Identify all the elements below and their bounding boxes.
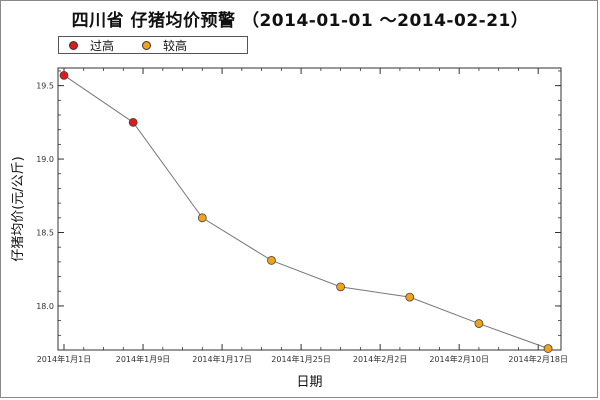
legend-item-2: 较高 xyxy=(142,37,187,54)
data-point xyxy=(405,292,415,302)
x-tick-label: 2014年2月18日 xyxy=(508,354,568,364)
legend-marker-2 xyxy=(142,40,152,50)
legend: 过高 较高 xyxy=(58,36,248,54)
data-point xyxy=(474,319,484,328)
y-tick-label: 18.0 xyxy=(36,302,54,311)
x-tick-label: 2014年1月1日 xyxy=(37,354,92,364)
x-tick-label: 2014年2月10日 xyxy=(429,354,489,364)
y-tick-label: 18.5 xyxy=(36,229,54,238)
data-point xyxy=(197,213,207,223)
y-axis-title: 仔猪均价(元/公斤) xyxy=(11,156,26,262)
x-tick-label: 2014年1月17日 xyxy=(192,354,252,364)
plot-border xyxy=(57,67,562,351)
data-point xyxy=(128,117,138,127)
y-tick-label: 19.0 xyxy=(36,155,54,164)
x-axis-title: 日期 xyxy=(296,375,322,390)
x-tick-label: 2014年1月25日 xyxy=(271,354,331,364)
legend-item-1: 过高 xyxy=(69,37,114,54)
x-tick-label: 2014年2月2日 xyxy=(353,354,408,364)
data-point xyxy=(543,344,553,353)
chart-title: 四川省 仔猪均价预警 （2014-01-01 ～2014-02-21） xyxy=(71,11,529,31)
data-point xyxy=(336,282,346,292)
legend-label-2: 较高 xyxy=(163,38,188,53)
series-line xyxy=(63,74,549,350)
x-tick-label: 2014年1月9日 xyxy=(116,354,171,364)
legend-marker-1 xyxy=(69,40,78,50)
data-point xyxy=(267,256,276,265)
legend-label-1: 过高 xyxy=(90,38,115,53)
y-tick-label: 19.5 xyxy=(36,82,54,91)
data-point xyxy=(59,70,69,80)
